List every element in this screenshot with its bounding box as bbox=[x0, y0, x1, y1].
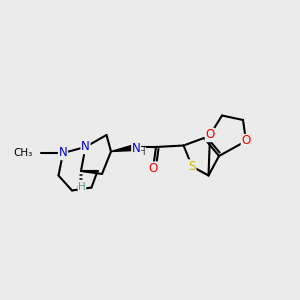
Text: O: O bbox=[242, 134, 250, 148]
Polygon shape bbox=[111, 144, 139, 152]
Text: N: N bbox=[132, 142, 141, 155]
Text: H: H bbox=[138, 147, 146, 158]
Text: O: O bbox=[148, 162, 158, 175]
Text: O: O bbox=[206, 128, 214, 142]
Text: N: N bbox=[81, 140, 90, 154]
Text: H: H bbox=[78, 182, 86, 193]
Text: N: N bbox=[58, 146, 68, 160]
Text: CH₃: CH₃ bbox=[14, 148, 33, 158]
Text: S: S bbox=[188, 160, 196, 173]
